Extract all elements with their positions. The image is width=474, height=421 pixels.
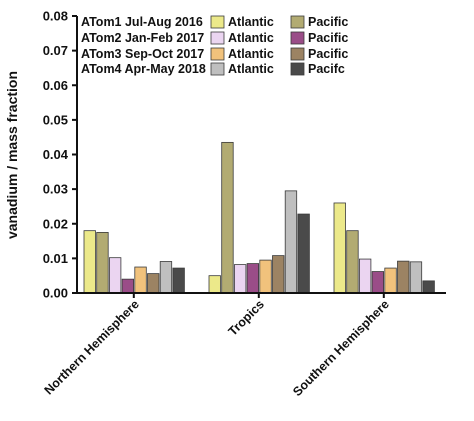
bar-atlantic-1: [333, 202, 346, 294]
bar-atlantic-3: [358, 258, 372, 294]
bar-atlantic-5: [134, 266, 147, 294]
legend-series-label: Pacific: [308, 47, 348, 61]
bar-pacific-4: [121, 278, 134, 294]
legend-series-label: Atlantic: [228, 31, 274, 45]
y-tick-label: 0.06: [43, 78, 68, 93]
x-category-label: Tropics: [226, 297, 267, 338]
bar-pacific-4: [371, 271, 385, 294]
bar-atlantic-1: [83, 230, 96, 294]
legend-series-label: Pacifc: [308, 62, 345, 76]
x-category-label: Northern Hemisphere: [42, 297, 142, 397]
legend-series-label: Pacific: [308, 15, 348, 29]
bar-atlantic-3: [233, 264, 247, 294]
legend-swatch: [290, 62, 305, 76]
y-axis-title: vanadium / mass fraction: [4, 71, 20, 239]
legend-campaign-label: ATom1 Jul-Aug 2016: [81, 15, 203, 29]
bar-pacifc-8: [422, 280, 435, 294]
bar-atlantic-5: [259, 259, 272, 294]
bar-pacific-2: [96, 232, 109, 294]
y-tick-label: 0.01: [43, 251, 68, 266]
y-tick-label: 0.07: [43, 43, 68, 58]
y-tick-label: 0.02: [43, 216, 68, 231]
legend-series-label: Atlantic: [228, 62, 274, 76]
bar-pacifc-8: [297, 213, 310, 294]
legend-swatch: [290, 31, 305, 45]
bar-pacific-6: [272, 255, 285, 294]
bar-atlantic-5: [384, 267, 397, 294]
bar-pacific-2: [346, 230, 359, 294]
bar-atlantic-7: [409, 261, 423, 294]
bar-pacific-4: [246, 263, 260, 294]
y-tick-label: 0.03: [43, 182, 68, 197]
legend-campaign-label: ATom2 Jan-Feb 2017: [81, 31, 204, 45]
x-category-label: Southern Hemisphere: [290, 297, 392, 399]
legend-swatch: [210, 47, 225, 61]
bar-atlantic-7: [284, 190, 298, 294]
bar-atlantic-3: [109, 257, 122, 294]
legend-swatch: [290, 15, 305, 29]
bar-pacifc-8: [172, 267, 185, 294]
bar-atlantic-1: [208, 275, 221, 294]
legend-series-label: Pacific: [308, 31, 348, 45]
bar-pacific-2: [221, 141, 234, 294]
y-tick-label: 0.04: [43, 147, 69, 162]
bar-pacific-6: [397, 260, 410, 294]
legend-campaign-label: ATom3 Sep-Oct 2017: [81, 47, 204, 61]
y-tick-label: 0.08: [43, 9, 68, 24]
legend-campaign-label: ATom4 Apr-May 2018: [81, 62, 206, 76]
y-axis: 0.00 0.01 0.02 0.03 0.04 0.05 0.06 0.07 0.08: [43, 9, 78, 301]
legend-swatch: [210, 31, 225, 45]
y-tick-label: 0.05: [43, 112, 68, 127]
bars: [83, 141, 435, 294]
y-tick-label: 0.00: [43, 286, 68, 301]
bar-pacific-6: [147, 273, 160, 294]
legend: ATom1 Jul-Aug 2016 ATom2 Jan-Feb 2017 ATom…: [81, 15, 348, 76]
legend-swatch: [210, 15, 225, 29]
bar-atlantic-7: [159, 261, 173, 294]
legend-series-label: Atlantic: [228, 15, 274, 29]
x-axis: Northern Hemisphere Tropics Southern Hemis…: [42, 292, 446, 399]
legend-swatch: [210, 62, 225, 76]
legend-swatch: [290, 47, 305, 61]
legend-series-label: Atlantic: [228, 47, 274, 61]
